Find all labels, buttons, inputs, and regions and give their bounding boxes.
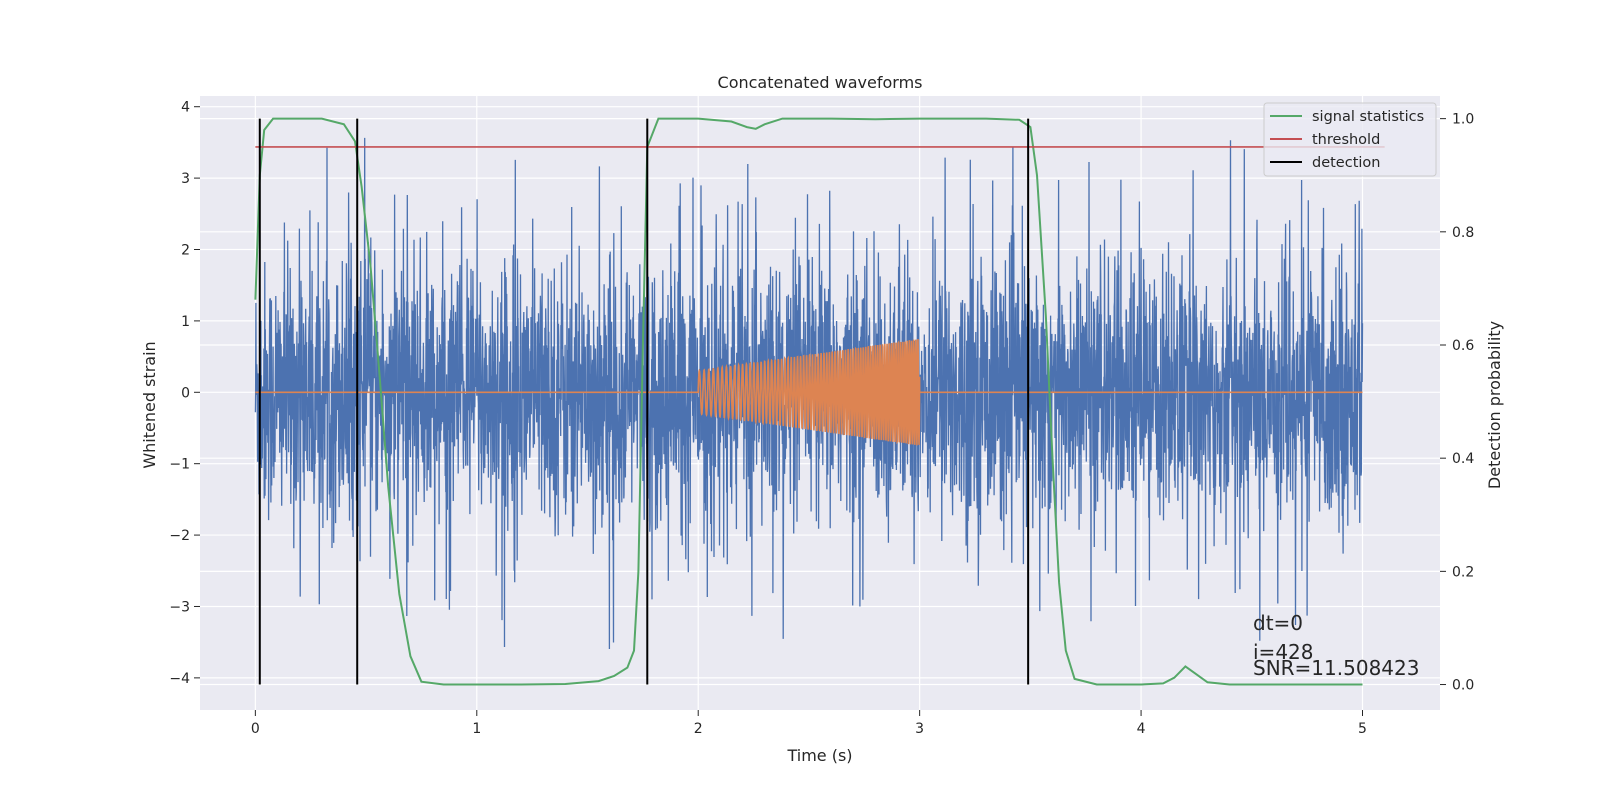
signal-statistics-series — [254, 117, 1363, 686]
y-tick-label: 4 — [181, 100, 190, 116]
y-tick-label: 3 — [181, 171, 190, 187]
y-tick-label: −2 — [169, 528, 190, 544]
x-axis-ticks: 0 1 2 3 4 5 — [251, 710, 1367, 737]
legend-label-detection: detection — [1312, 155, 1380, 171]
y2-tick-label: 0.2 — [1452, 564, 1474, 580]
y2-tick-label: 0.6 — [1452, 338, 1474, 354]
x-tick-label: 0 — [251, 721, 260, 737]
annotation-block: dt=0 i=428 SNR=11.508423 — [1253, 611, 1419, 680]
signal-statistics-line — [254, 117, 1363, 686]
y2-tick-label: 0.0 — [1452, 678, 1474, 694]
y2-axis-ticks: 0.0 0.2 0.4 0.6 0.8 1.0 — [1440, 112, 1474, 694]
y-tick-label: 2 — [181, 243, 190, 259]
chart-title: Concatenated waveforms — [718, 73, 923, 92]
y-tick-label: 0 — [181, 385, 190, 401]
y-tick-label: 1 — [181, 314, 190, 330]
x-tick-label: 3 — [915, 721, 924, 737]
y-axis-label: Whitened strain — [140, 341, 159, 468]
y2-tick-label: 0.4 — [1452, 451, 1474, 467]
y2-tick-label: 1.0 — [1452, 112, 1474, 128]
y-tick-label: −1 — [169, 457, 190, 473]
x-axis-label: Time (s) — [786, 746, 852, 765]
annotation-snr: SNR=11.508423 — [1253, 656, 1419, 680]
legend: signal statistics threshold detection — [1263, 102, 1437, 177]
y2-axis-label: Detection probability — [1485, 321, 1504, 489]
y-tick-label: −3 — [169, 599, 190, 615]
legend-label-threshold: threshold — [1312, 132, 1380, 148]
injection-line — [255, 339, 1363, 446]
legend-label-signal-statistics: signal statistics — [1312, 109, 1424, 125]
y-axis-ticks: −4 −3 −2 −1 0 1 2 3 4 — [169, 100, 200, 687]
x-tick-label: 4 — [1137, 721, 1146, 737]
x-tick-label: 5 — [1358, 721, 1367, 737]
y2-tick-label: 0.8 — [1452, 225, 1474, 241]
noise-line — [254, 137, 1364, 650]
detection-series — [258, 118, 1030, 685]
legend-box — [1263, 102, 1437, 177]
injection-series — [255, 339, 1363, 446]
annotation-index: i=428 — [1253, 640, 1314, 664]
noise-series — [254, 137, 1364, 650]
x-tick-label: 1 — [472, 721, 481, 737]
x-tick-label: 2 — [694, 721, 703, 737]
y-tick-label: −4 — [169, 671, 190, 687]
annotation-dt: dt=0 — [1253, 611, 1303, 635]
